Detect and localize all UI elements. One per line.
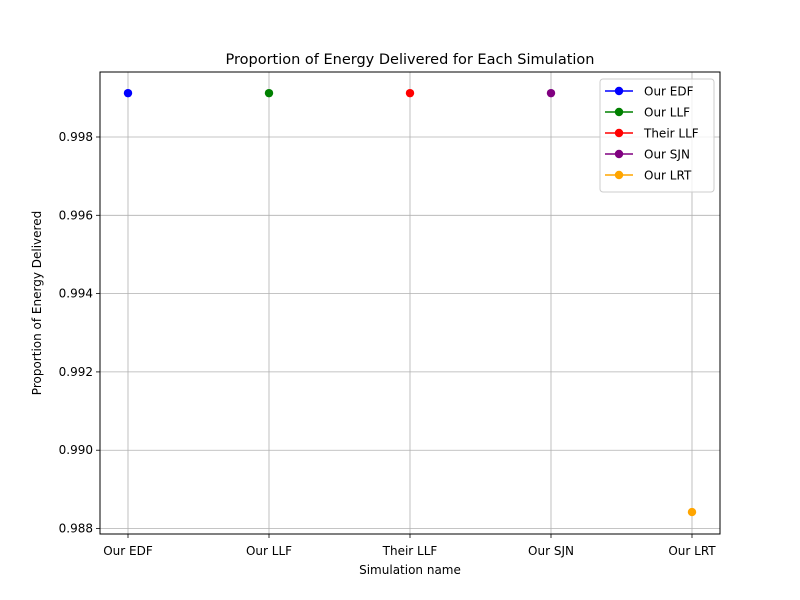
y-tick-label: 0.990 xyxy=(59,443,93,457)
y-axis-ticks: 0.988 0.990 0.992 0.994 0.996 0.998 xyxy=(59,130,100,536)
legend: Our EDF Our LLF Their LLF Our SJN Our LRT xyxy=(599,78,715,193)
data-point xyxy=(264,88,274,98)
y-tick-label: 0.988 xyxy=(59,522,93,536)
data-point xyxy=(687,507,697,517)
data-points xyxy=(123,88,697,517)
y-tick-label: 0.998 xyxy=(59,130,93,144)
legend-marker xyxy=(614,149,624,159)
y-axis-label: Proportion of Energy Delivered xyxy=(30,211,44,395)
x-tick-label: Our LRT xyxy=(668,544,716,558)
legend-label: Our LLF xyxy=(644,106,690,120)
legend-marker xyxy=(614,128,624,138)
legend-label: Our LRT xyxy=(644,169,692,183)
legend-box xyxy=(599,78,715,193)
x-axis-label: Simulation name xyxy=(359,563,461,577)
legend-label: Their LLF xyxy=(643,127,699,141)
grid xyxy=(100,72,720,534)
x-tick-label: Our EDF xyxy=(103,544,153,558)
data-point xyxy=(405,88,415,98)
legend-marker xyxy=(614,107,624,117)
data-point xyxy=(546,88,556,98)
y-tick-label: 0.992 xyxy=(59,365,93,379)
x-tick-label: Their LLF xyxy=(382,544,438,558)
legend-marker xyxy=(614,170,624,180)
y-tick-label: 0.996 xyxy=(59,208,93,222)
data-point xyxy=(123,88,133,98)
legend-label: Our EDF xyxy=(644,85,694,99)
x-axis-ticks: Our EDF Our LLF Their LLF Our SJN Our LRT xyxy=(103,534,716,558)
x-tick-label: Our SJN xyxy=(528,544,574,558)
y-tick-label: 0.994 xyxy=(59,287,93,301)
x-tick-label: Our LLF xyxy=(246,544,292,558)
legend-marker xyxy=(614,86,624,96)
chart-title: Proportion of Energy Delivered for Each … xyxy=(225,52,594,68)
legend-label: Our SJN xyxy=(644,148,690,162)
